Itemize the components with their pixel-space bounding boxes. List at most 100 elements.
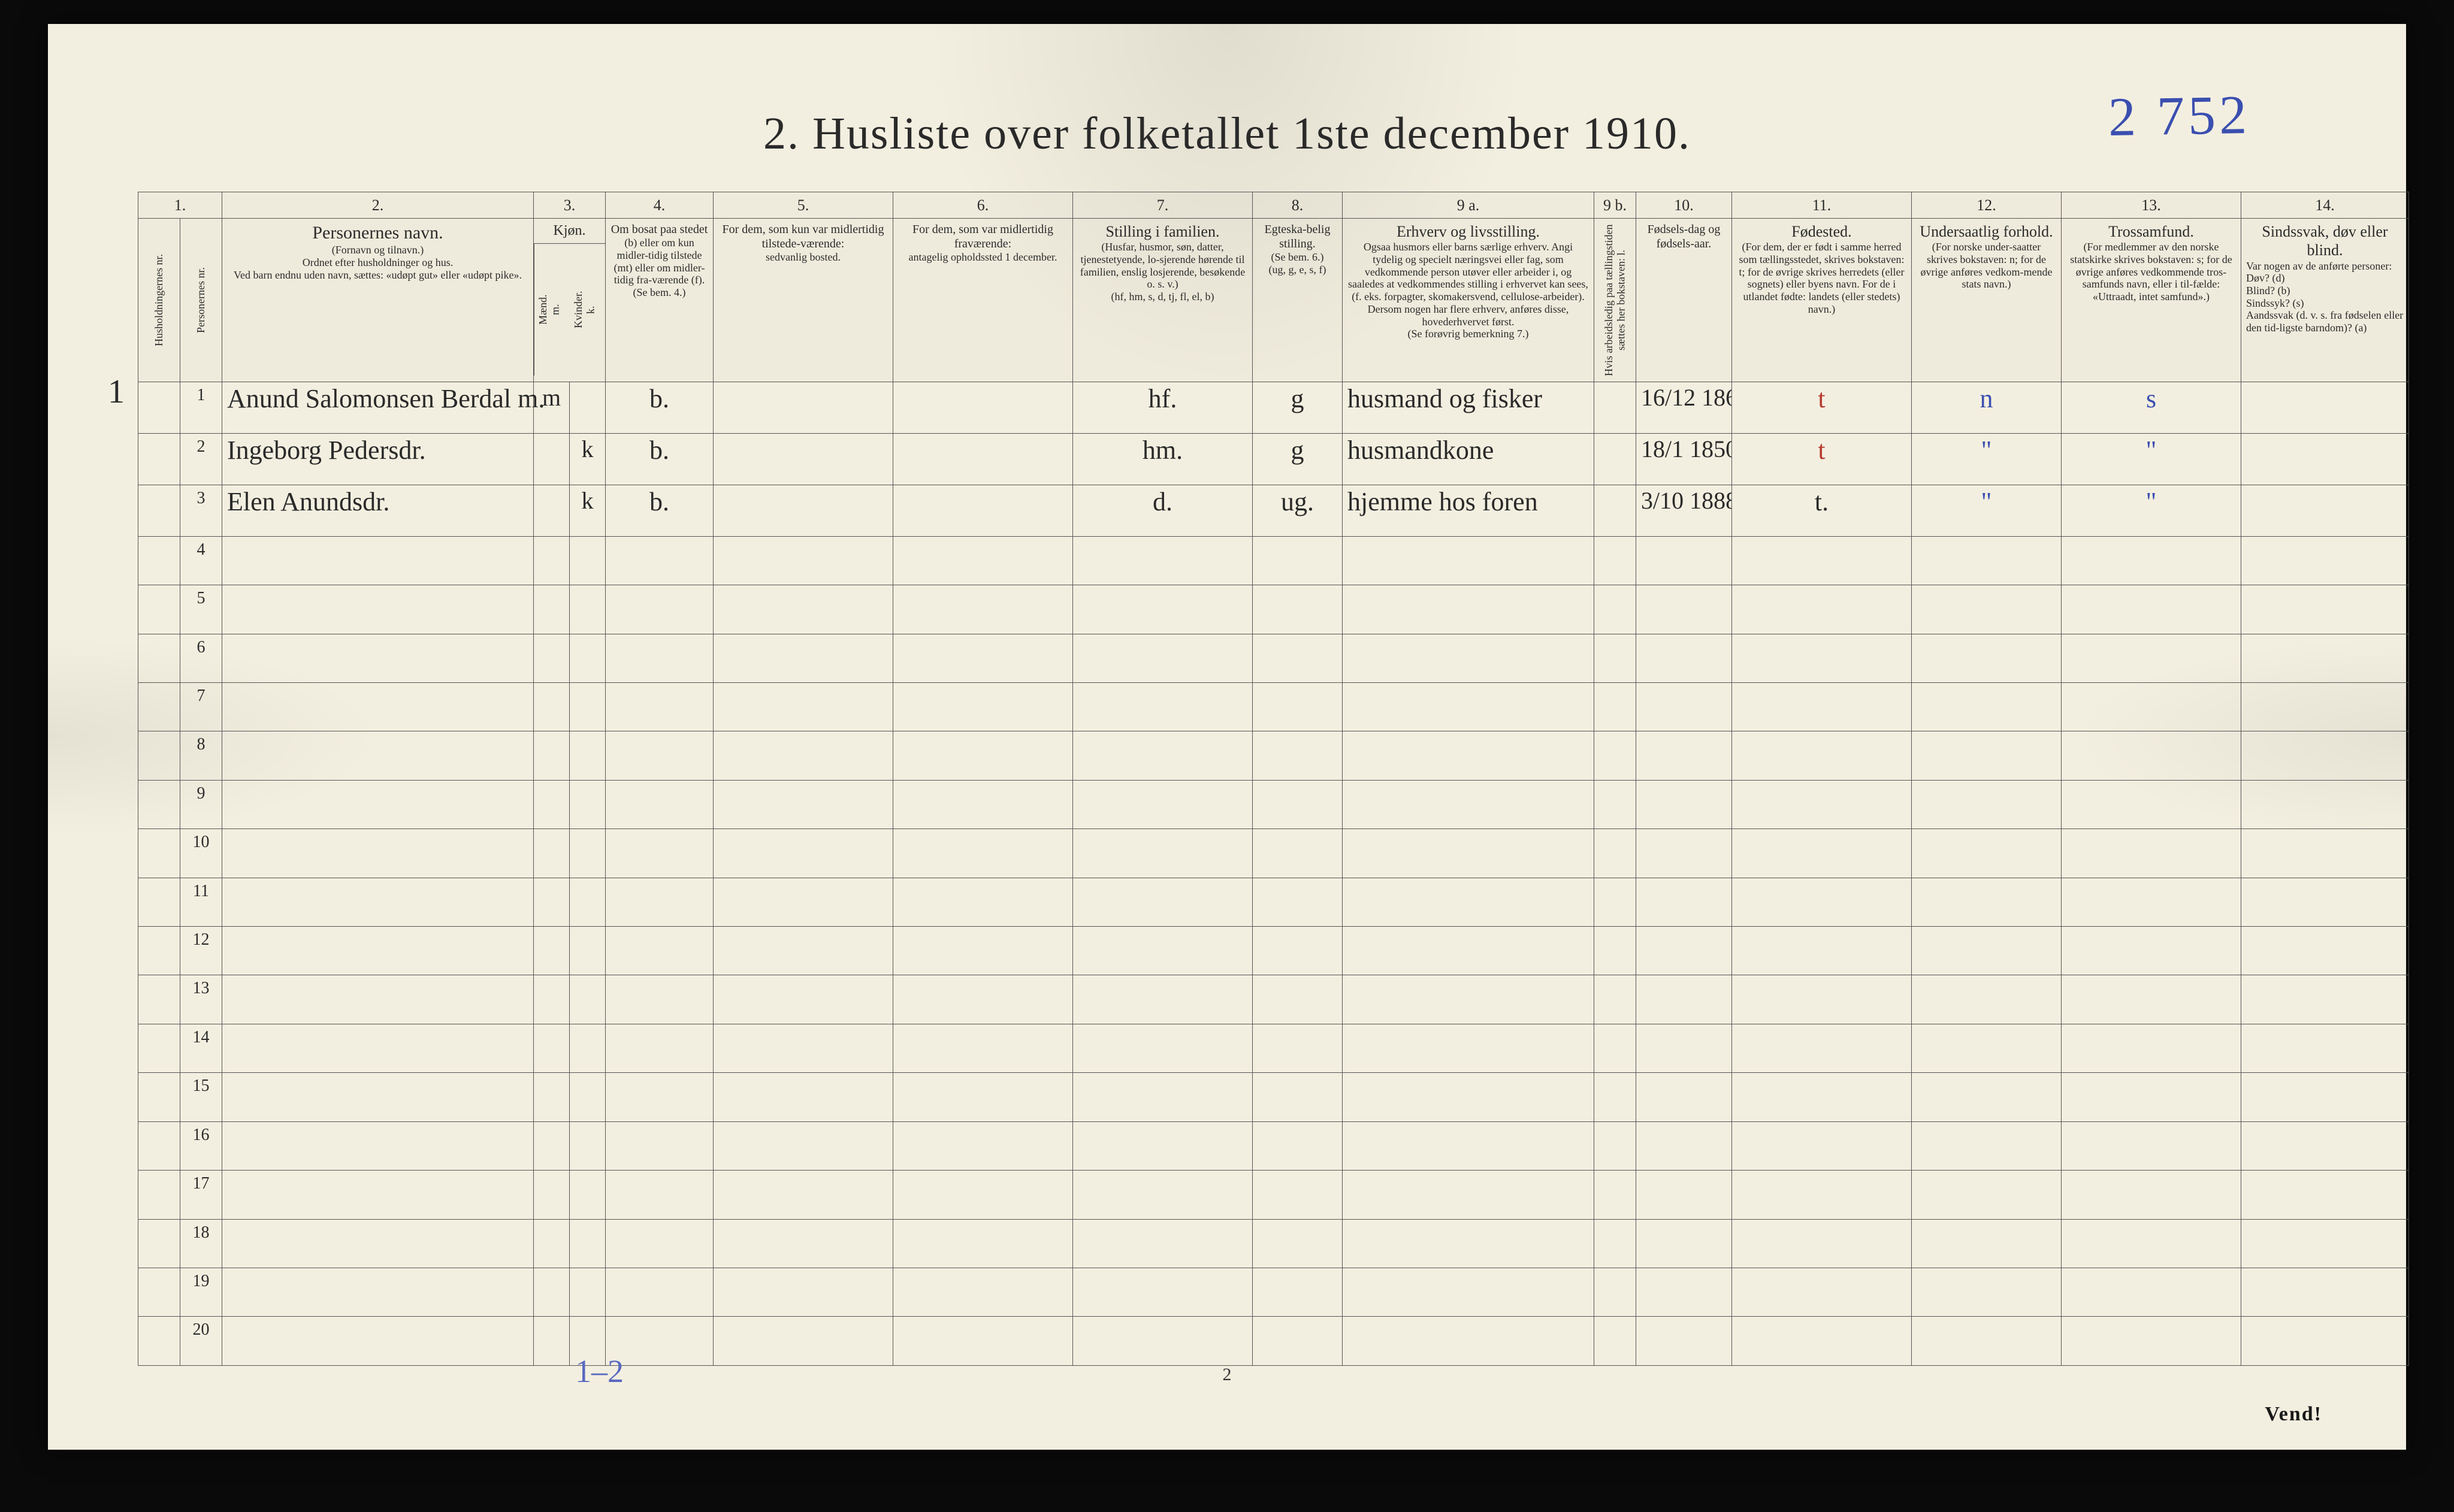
midl-frav-cell [893,731,1073,780]
fodested-cell [1732,585,1912,634]
erhverv-cell [1343,1024,1594,1072]
name-cell [222,829,534,878]
famstilling-cell [1073,878,1253,926]
sex-m-cell [534,1219,570,1268]
sex-k-cell [570,585,606,634]
fodested-cell: t [1732,434,1912,485]
sex-m-cell [534,1268,570,1317]
erhverv-cell [1343,1317,1594,1366]
sex-k-cell [570,1171,606,1219]
egteskab-cell [1253,1024,1343,1072]
famstilling-cell [1073,1317,1253,1366]
arbledig-cell [1594,1317,1636,1366]
table-row: 2Ingeborg Pedersdr.kb.hm.ghusmandkone18/… [138,434,2409,485]
sind-cell [2241,878,2409,926]
household-nr-cell [138,485,180,536]
household-nr-cell [138,731,180,780]
sex-m-cell [534,634,570,682]
table-header: 1. 2. 3. 4. 5. 6. 7. 8. 9 a. 9 b. 10. 11… [138,192,2409,382]
sind-cell [2241,1171,2409,1219]
bosat-cell [606,634,714,682]
erhverv-cell [1343,975,1594,1024]
tros-cell: " [2062,485,2241,536]
sind-cell [2241,682,2409,731]
household-nr-cell [138,1268,180,1317]
table-row: 17 [138,1171,2409,1219]
arbledig-cell [1594,382,1636,434]
name-cell [222,682,534,731]
erhverv-cell [1343,878,1594,926]
sind-cell [2241,536,2409,585]
sex-m-cell [534,1171,570,1219]
erhverv-cell [1343,1268,1594,1317]
egteskab-cell [1253,1171,1343,1219]
famstilling-cell [1073,1268,1253,1317]
arbledig-cell [1594,780,1636,828]
sex-m-cell [534,585,570,634]
arbledig-cell [1594,536,1636,585]
famstilling-cell [1073,536,1253,585]
table-row: 4 [138,536,2409,585]
undersaat-cell [1912,536,2062,585]
turn-page-label: Vend! [2265,1403,2322,1426]
tros-cell [2062,682,2241,731]
egteskab-cell [1253,585,1343,634]
midl-tilstede-cell [714,1317,893,1366]
arbledig-cell [1594,927,1636,975]
fodested-cell [1732,780,1912,828]
tros-cell [2062,878,2241,926]
midl-frav-cell [893,1268,1073,1317]
tros-cell [2062,780,2241,828]
household-nr-cell [138,1024,180,1072]
person-nr-cell: 8 [180,731,222,780]
sex-m-cell [534,927,570,975]
colnum-12: 12. [1912,192,2062,219]
fodt-cell [1636,1171,1732,1219]
census-table-container: 1. 2. 3. 4. 5. 6. 7. 8. 9 a. 9 b. 10. 11… [138,192,2334,1366]
sex-m-cell [534,1073,570,1121]
arbledig-cell [1594,1171,1636,1219]
tros-cell [2062,927,2241,975]
household-nr-cell [138,634,180,682]
header-row: Husholdningernes nr. Personernes nr. Per… [138,219,2409,382]
h-midl-frav: For dem, som var midlertidig fraværende:… [893,219,1073,382]
sex-m-cell [534,731,570,780]
name-cell [222,731,534,780]
sind-cell [2241,634,2409,682]
h-erhverv: Erhverv og livsstilling. Ogsaa husmors e… [1343,219,1594,382]
egteskab-cell [1253,878,1343,926]
household-nr-cell [138,585,180,634]
name-cell [222,927,534,975]
fodested-cell [1732,829,1912,878]
h-trossamfund: Trossamfund. (For medlemmer av den norsk… [2062,219,2241,382]
sex-m-cell [534,485,570,536]
erhverv-cell [1343,780,1594,828]
person-nr-cell: 14 [180,1024,222,1072]
table-row: 14 [138,1024,2409,1072]
colnum-11: 11. [1732,192,1912,219]
colnum-8: 8. [1253,192,1343,219]
bosat-cell [606,1219,714,1268]
egteskab-cell [1253,731,1343,780]
egteskab-cell [1253,1317,1343,1366]
person-nr-cell: 19 [180,1268,222,1317]
name-cell [222,975,534,1024]
erhverv-cell [1343,731,1594,780]
sex-k-cell [570,536,606,585]
household-nr-cell [138,682,180,731]
erhverv-cell [1343,1171,1594,1219]
colnum-13: 13. [2062,192,2241,219]
person-nr-cell: 12 [180,927,222,975]
sind-cell [2241,829,2409,878]
name-cell [222,780,534,828]
midl-frav-cell [893,682,1073,731]
bosat-cell [606,731,714,780]
midl-tilstede-cell [714,382,893,434]
midl-frav-cell [893,1024,1073,1072]
undersaat-cell: " [1912,434,2062,485]
h-midl-tilstede: For dem, som kun var midlertidig tilsted… [714,219,893,382]
fodt-cell [1636,878,1732,926]
fodt-cell [1636,634,1732,682]
name-cell [222,536,534,585]
tros-cell [2062,536,2241,585]
